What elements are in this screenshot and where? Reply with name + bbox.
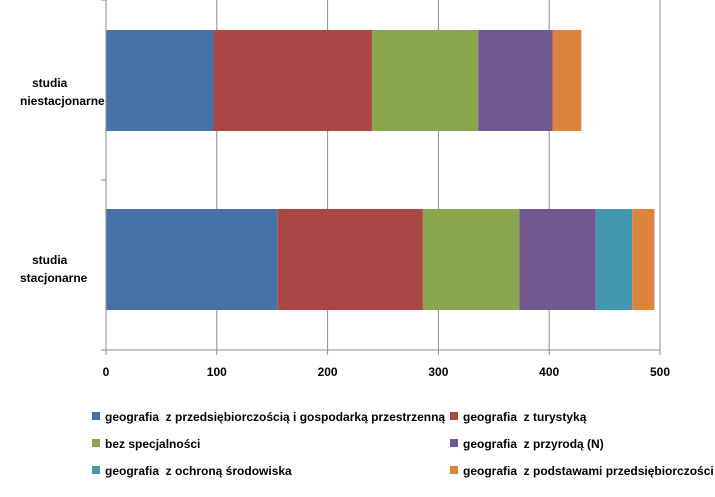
legend: geografia z przedsiębiorczością i gospod… xyxy=(92,410,715,478)
x-tick-label-100: 100 xyxy=(207,365,227,379)
bar-segment-c1-s4 xyxy=(595,209,633,310)
bar-segment-c1-s3 xyxy=(519,209,596,310)
category-label-0: studia niestacjonarne xyxy=(20,76,105,108)
legend-swatch-2 xyxy=(92,439,100,447)
x-tick-label-300: 300 xyxy=(428,365,448,379)
legend-label-4: geografia z ochroną środowiska xyxy=(105,464,292,478)
legend-label-5: geografia z podstawami przedsiębiorczośc… xyxy=(463,464,715,478)
x-tick-label-0: 0 xyxy=(103,365,110,379)
x-tick-label-500: 500 xyxy=(650,365,670,379)
category-label-1: studia stacjonarne xyxy=(20,253,88,285)
legend-swatch-1 xyxy=(450,412,458,420)
bar-segment-c1-s2 xyxy=(422,209,520,310)
legend-swatch-3 xyxy=(450,439,458,447)
legend-swatch-4 xyxy=(92,466,100,474)
legend-label-3: geografia z przyrodą (N) xyxy=(463,437,604,451)
legend-swatch-0 xyxy=(92,412,100,420)
bar-segment-c0-s0 xyxy=(106,30,214,131)
bar-segment-c1-s1 xyxy=(277,209,423,310)
bar-segment-c0-s1 xyxy=(213,30,372,131)
legend-label-1: geografia z turystyką xyxy=(463,410,587,424)
bars xyxy=(106,30,655,310)
bar-segment-c1-s0 xyxy=(106,209,278,310)
x-tick-label-200: 200 xyxy=(318,365,338,379)
legend-label-2: bez specjalności xyxy=(105,437,200,451)
bar-segment-c1-s5 xyxy=(632,209,655,310)
category-labels: studia niestacjonarne studia stacjonarne xyxy=(20,76,105,285)
legend-label-0: geografia z przedsiębiorczością i gospod… xyxy=(105,410,445,424)
x-axis: 0 100 200 300 400 500 xyxy=(101,0,670,379)
bar-segment-c0-s2 xyxy=(371,30,479,131)
bar-segment-c0-s5 xyxy=(552,30,582,131)
x-tick-label-400: 400 xyxy=(539,365,559,379)
bar-segment-c0-s3 xyxy=(478,30,553,131)
legend-swatch-5 xyxy=(450,466,458,474)
